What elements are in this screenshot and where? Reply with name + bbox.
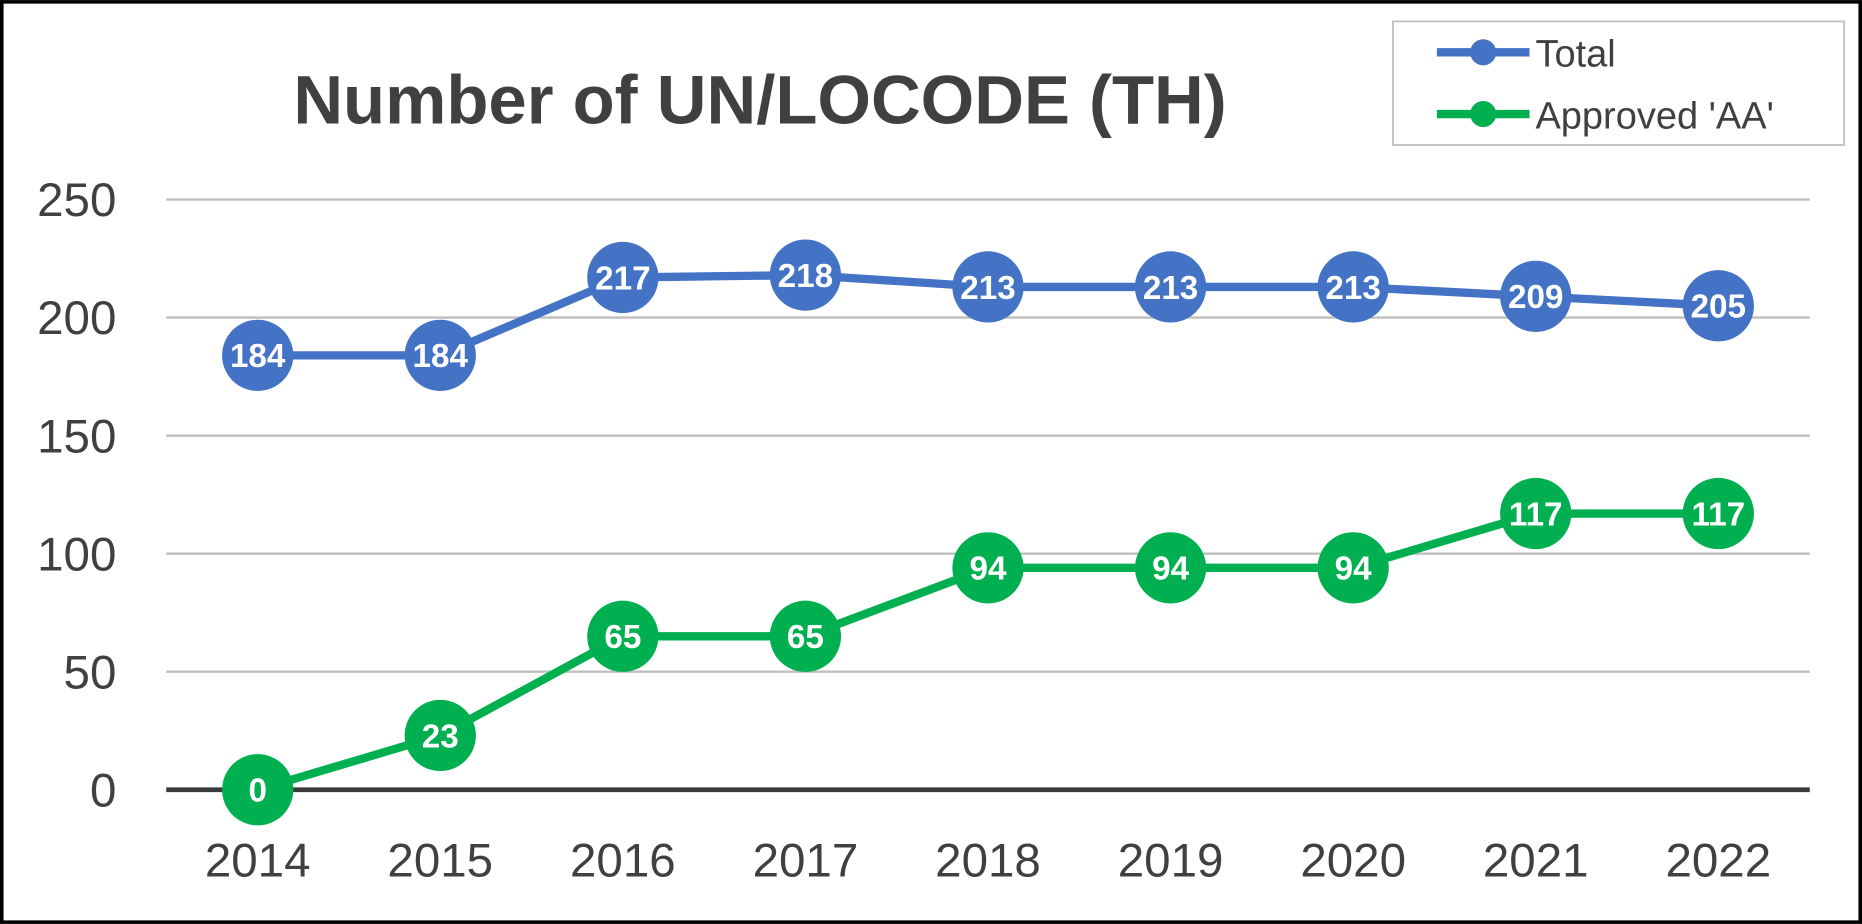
series-0: 184 184 217 218 213 213 213 209 205 xyxy=(222,239,1754,391)
data-label: 218 xyxy=(778,258,833,295)
x-tick-label: 2016 xyxy=(570,834,676,887)
legend: Total Approved 'AA' xyxy=(1392,20,1846,146)
data-point xyxy=(1134,251,1207,323)
data-point xyxy=(769,600,842,672)
data-point xyxy=(1682,477,1754,550)
data-point xyxy=(769,239,842,311)
data-label: 117 xyxy=(1509,496,1563,533)
y-tick-label: 100 xyxy=(37,528,116,581)
x-tick-label: 2018 xyxy=(935,834,1041,887)
data-point xyxy=(952,532,1024,604)
legend-label-approved: Approved 'AA' xyxy=(1535,95,1773,137)
data-label: 209 xyxy=(1508,279,1563,316)
data-label: 217 xyxy=(595,260,650,297)
gridlines xyxy=(166,198,1810,793)
data-point xyxy=(1682,270,1754,342)
legend-label-total: Total xyxy=(1535,34,1615,76)
data-label: 213 xyxy=(960,270,1015,307)
series-1: 0 23 65 65 94 94 94 117 117 xyxy=(222,477,1754,826)
data-label: 205 xyxy=(1691,289,1746,326)
data-point xyxy=(1500,477,1572,550)
data-point xyxy=(222,319,294,391)
data-label: 117 xyxy=(1691,496,1745,533)
data-point xyxy=(587,600,659,672)
data-point xyxy=(1500,260,1572,332)
x-axis-ticks: 2014 2015 2016 2017 2018 2019 2020 2021 2022 xyxy=(205,834,1771,887)
data-point xyxy=(587,241,659,314)
data-label: 94 xyxy=(1335,551,1372,588)
data-point xyxy=(222,754,294,826)
y-tick-label: 150 xyxy=(37,410,116,463)
y-tick-label: 0 xyxy=(90,764,116,817)
data-point xyxy=(404,699,476,772)
x-tick-label: 2015 xyxy=(387,834,493,887)
data-label: 184 xyxy=(413,338,469,375)
data-label: 94 xyxy=(970,551,1007,588)
data-point xyxy=(404,319,476,391)
y-axis-ticks: 0 50 100 150 200 250 xyxy=(37,174,116,817)
data-point xyxy=(1134,532,1207,604)
x-tick-label: 2022 xyxy=(1665,834,1771,887)
legend-marker-approved xyxy=(1470,101,1497,128)
data-label: 94 xyxy=(1152,551,1189,588)
x-tick-label: 2019 xyxy=(1118,834,1224,887)
x-tick-label: 2014 xyxy=(205,834,311,887)
series-group: 184 184 217 218 213 213 213 209 205 0 23 65 65 94 94 94… xyxy=(222,239,1754,826)
data-label: 23 xyxy=(422,718,459,755)
y-tick-label: 50 xyxy=(64,646,117,699)
x-tick-label: 2020 xyxy=(1300,834,1406,887)
data-label: 65 xyxy=(787,619,824,656)
data-label: 65 xyxy=(604,619,641,656)
data-label: 213 xyxy=(1325,270,1380,307)
data-label: 184 xyxy=(230,338,286,375)
data-point xyxy=(952,251,1024,323)
legend-marker-total xyxy=(1470,39,1497,66)
chart-title: Number of UN/LOCODE (TH) xyxy=(293,62,1226,139)
data-label: 213 xyxy=(1143,270,1198,307)
y-tick-label: 250 xyxy=(37,174,116,227)
legend-box xyxy=(1392,20,1846,146)
y-tick-label: 200 xyxy=(37,292,116,345)
x-tick-label: 2017 xyxy=(753,834,859,887)
x-tick-label: 2021 xyxy=(1483,834,1589,887)
data-label: 0 xyxy=(248,773,267,810)
data-point xyxy=(1317,251,1389,323)
data-point xyxy=(1317,532,1389,604)
